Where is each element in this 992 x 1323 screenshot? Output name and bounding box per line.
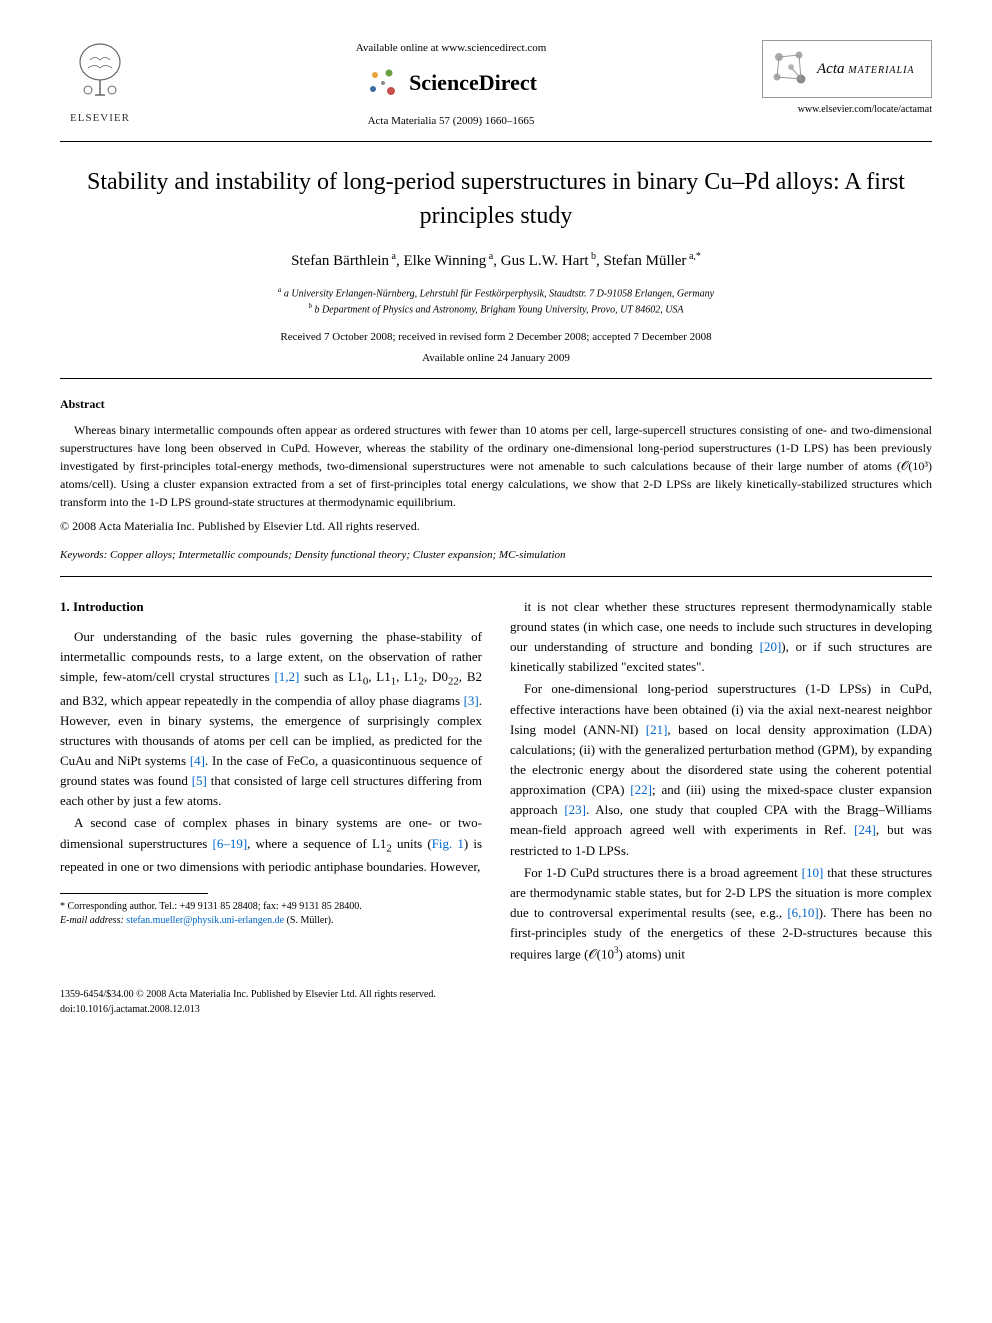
ref-link[interactable]: [3] [464,693,479,708]
footer-doi: doi:10.1016/j.actamat.2008.12.013 [60,1002,932,1017]
affiliations: a a University Erlangen-Nürnberg, Lehrst… [60,285,932,318]
keywords-label: Keywords: [60,549,107,561]
footnote-separator [60,893,208,894]
body-p5: For 1-D CuPd structures there is a broad… [510,863,932,965]
email-suffix: (S. Müller). [287,915,334,926]
authors-line: Stefan Bärthlein a, Elke Winning a, Gus … [60,249,932,273]
acta-text: Acta MATERIALIA [817,58,915,81]
divider-body-top [60,576,932,577]
journal-url[interactable]: www.elsevier.com/locate/actamat [762,102,932,117]
acta-materialia-logo: Acta MATERIALIA [762,40,932,98]
ref-link[interactable]: [21] [646,722,668,737]
ref-link[interactable]: [10] [802,865,824,880]
ref-link[interactable]: [6,10] [787,905,818,920]
sciencedirect-icon [365,65,401,101]
ref-link[interactable]: [23] [564,802,586,817]
sciencedirect-text: ScienceDirect [409,66,537,99]
body-p3: it is not clear whether these structures… [510,597,932,678]
divider-top [60,141,932,142]
journal-logo-box: Acta MATERIALIA www.elsevier.com/locate/… [762,40,932,117]
affiliation-a: a a University Erlangen-Nürnberg, Lehrst… [60,285,932,301]
email-label: E-mail address: [60,915,124,926]
elsevier-logo: ELSEVIER [60,40,140,126]
dates-online: Available online 24 January 2009 [60,350,932,367]
email-link[interactable]: stefan.mueller@physik.uni-erlangen.de [126,915,284,926]
elsevier-label: ELSEVIER [60,110,140,127]
ref-link[interactable]: [6–19] [212,836,247,851]
keywords-items: Copper alloys; Intermetallic compounds; … [110,549,566,561]
affiliation-b: b b Department of Physics and Astronomy,… [60,301,932,317]
footnote-corresponding: * Corresponding author. Tel.: +49 9131 8… [60,900,482,914]
footnote-email: E-mail address: stefan.mueller@physik.un… [60,914,482,928]
ref-link[interactable]: [5] [192,773,207,788]
acta-lattice-icon [771,49,811,89]
article-title: Stability and instability of long-period… [60,166,932,233]
ref-link[interactable]: [22] [630,782,652,797]
keywords-line: Keywords: Copper alloys; Intermetallic c… [60,547,932,564]
available-online-text: Available online at www.sciencedirect.co… [160,40,742,57]
center-header: Available online at www.sciencedirect.co… [140,40,762,129]
footer-copyright: 1359-6454/$34.00 © 2008 Acta Materialia … [60,987,932,1002]
body-p4: For one-dimensional long-period superstr… [510,679,932,860]
ref-link[interactable]: [1,2] [274,669,299,684]
section-1-heading: 1. Introduction [60,597,482,617]
column-right: it is not clear whether these structures… [510,597,932,967]
body-columns: 1. Introduction Our understanding of the… [60,597,932,967]
column-left: 1. Introduction Our understanding of the… [60,597,482,967]
body-p1: Our understanding of the basic rules gov… [60,627,482,812]
abstract-text: Whereas binary intermetallic compounds o… [60,421,932,511]
ref-link[interactable]: [4] [190,753,205,768]
ref-link[interactable]: [24] [854,822,876,837]
dates-received: Received 7 October 2008; received in rev… [60,329,932,346]
elsevier-tree-icon [70,40,130,100]
divider-abstract-top [60,378,932,379]
journal-header: ELSEVIER Available online at www.science… [60,40,932,129]
ref-link[interactable]: [20] [760,639,782,654]
journal-reference: Acta Materialia 57 (2009) 1660–1665 [160,113,742,130]
body-p2: A second case of complex phases in binar… [60,813,482,877]
abstract-copyright: © 2008 Acta Materialia Inc. Published by… [60,517,932,535]
fig-link[interactable]: Fig. 1 [432,836,464,851]
abstract-heading: Abstract [60,395,932,413]
sciencedirect-brand: ScienceDirect [160,65,742,101]
